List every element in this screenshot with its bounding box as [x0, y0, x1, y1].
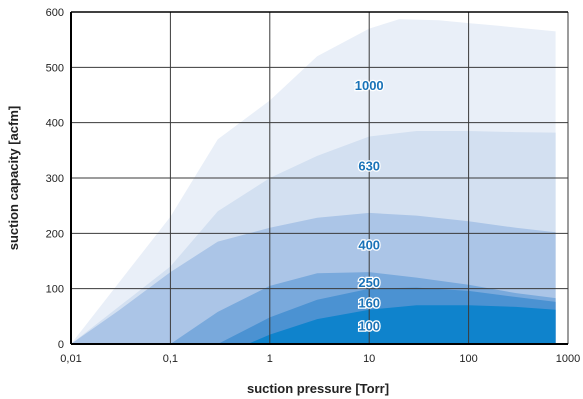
- series-label-250: 250: [358, 275, 380, 290]
- area-series-group: [71, 19, 556, 344]
- series-label-630: 630: [358, 158, 380, 173]
- series-label-1000: 1000: [355, 78, 384, 93]
- x-tick-label: 0,01: [60, 353, 81, 365]
- x-tick-label: 0,1: [163, 353, 178, 365]
- grid-lines: [70, 11, 569, 345]
- area-series-100: [247, 305, 556, 344]
- x-tick-label: 1000: [556, 353, 580, 365]
- series-label-100: 100: [358, 319, 380, 334]
- y-tick-label: 300: [46, 173, 64, 185]
- x-tick-label: 100: [459, 353, 477, 365]
- series-label-160: 160: [358, 296, 380, 311]
- y-tick-label: 400: [46, 118, 64, 130]
- series-labels: 1000 630 400 250 160 100: [353, 77, 384, 335]
- series-label-400: 400: [358, 237, 380, 252]
- y-tick-label: 100: [46, 284, 64, 296]
- tick-labels: 0,01 0,1 1 10 100 1000 0 100 200 300 400 500 600: [46, 7, 581, 365]
- y-tick-label: 200: [46, 228, 64, 240]
- y-tick-label: 600: [46, 7, 64, 19]
- x-axis-title: suction pressure [Torr]: [247, 381, 389, 396]
- y-tick-label: 500: [46, 62, 64, 74]
- y-axis-title: suction capacity [acfm]: [6, 106, 21, 251]
- y-tick-label: 0: [58, 339, 64, 351]
- x-tick-label: 1: [267, 353, 273, 365]
- x-tick-label: 10: [363, 353, 375, 365]
